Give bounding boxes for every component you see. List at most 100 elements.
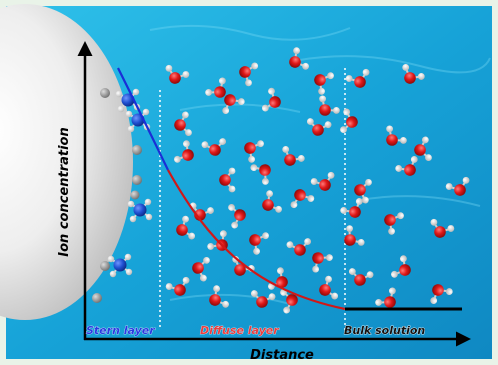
water-molecule	[261, 87, 281, 112]
hydrogen-atom	[327, 72, 334, 80]
water-molecule	[176, 215, 196, 240]
water-molecule	[319, 275, 339, 300]
hydrogen-atom	[181, 111, 189, 119]
water-molecule	[445, 176, 470, 196]
oxygen-atom	[314, 74, 326, 86]
hydrogen-atom	[430, 218, 438, 226]
water-molecule	[384, 212, 404, 235]
stern-layer-label: Stern layer	[86, 324, 155, 337]
hydrogen-atom	[357, 238, 365, 246]
water-molecule	[174, 111, 192, 137]
adsorbed-ion	[100, 88, 110, 98]
water-molecule	[222, 94, 245, 114]
oxygen-atom	[214, 86, 226, 98]
hydrogen-atom	[237, 98, 245, 105]
hydrogen-atom	[207, 207, 214, 214]
hydrogen-atom	[462, 176, 470, 184]
hydrogen-atom	[250, 164, 258, 172]
hydrogen-atom	[319, 95, 327, 103]
hydrogen-atom	[325, 254, 333, 261]
water-molecule	[209, 285, 229, 308]
oxygen-atom	[244, 142, 256, 154]
nitrogen-atom	[133, 203, 147, 217]
hydrogen-atom	[262, 232, 269, 240]
hydrogen-atom	[127, 125, 135, 133]
hydrogen-atom	[125, 268, 133, 276]
oxygen-atom	[319, 104, 331, 116]
water-molecule	[395, 156, 418, 176]
water-molecule	[249, 232, 269, 255]
water-molecule	[250, 164, 271, 185]
hydrogen-atom	[219, 138, 227, 145]
hydrogen-atom	[268, 293, 276, 301]
hydrogen-atom	[142, 108, 150, 116]
oxygen-atom	[354, 184, 366, 196]
hydrogen-atom	[397, 212, 404, 220]
water-molecule	[286, 238, 312, 256]
hydrogen-atom	[182, 276, 190, 284]
water-molecule	[244, 140, 264, 163]
hydrogen-atom	[425, 154, 432, 162]
adsorbed-ion	[100, 261, 110, 271]
hydrogen-atom	[362, 68, 370, 76]
oxygen-atom	[284, 154, 296, 166]
oxygen-atom	[344, 234, 356, 246]
hydrogen-atom	[222, 107, 230, 114]
oxygen-atom	[234, 264, 246, 276]
hydrogen-atom	[361, 196, 369, 204]
hydrogen-atom	[266, 190, 273, 198]
hydrogen-atom	[391, 270, 398, 278]
water-molecule	[290, 189, 315, 209]
hydrogen-atom	[165, 283, 173, 290]
oxygen-atom	[262, 199, 274, 211]
hydrogen-atom	[375, 299, 383, 306]
hydrogen-atom	[297, 155, 305, 162]
hydrogen-atom	[268, 87, 275, 95]
hydrogen-atom	[182, 215, 189, 223]
hydrogen-atom	[325, 275, 332, 283]
hydrogen-atom	[430, 297, 438, 304]
cation-molecule	[115, 88, 141, 113]
hydrogen-atom	[307, 195, 315, 202]
water-molecule	[314, 72, 334, 95]
hydrogen-atom	[257, 140, 264, 148]
hydrogen-atom	[253, 247, 260, 255]
hydrogen-atom	[286, 241, 294, 249]
oxygen-atom	[454, 184, 466, 196]
hydrogen-atom	[183, 140, 190, 148]
oxygen-atom	[289, 56, 301, 68]
oxygen-atom	[286, 294, 298, 306]
oxygen-atom	[182, 149, 194, 161]
hydrogen-atom	[318, 87, 325, 95]
oxygen-atom	[194, 209, 206, 221]
hydrogen-atom	[124, 253, 132, 261]
hydrogen-atom	[203, 256, 210, 264]
water-molecule	[348, 268, 374, 286]
cation-molecule	[125, 108, 151, 133]
hydrogen-atom	[445, 183, 453, 190]
water-molecule	[430, 284, 453, 304]
hydrogen-atom	[290, 201, 298, 209]
hydrogen-atom	[245, 79, 252, 87]
hydrogen-atom	[310, 178, 318, 185]
hydrogen-atom	[109, 270, 117, 278]
electrode-sphere	[0, 4, 133, 320]
hydrogen-atom	[388, 287, 396, 295]
water-molecule	[280, 288, 298, 314]
oxygen-atom	[319, 284, 331, 296]
hydrogen-atom	[410, 156, 418, 163]
hydrogen-atom	[165, 64, 173, 72]
water-molecule	[344, 225, 365, 246]
oxygen-atom	[174, 284, 186, 296]
hydrogen-atom	[220, 230, 227, 238]
hydrogen-atom	[218, 77, 226, 85]
stern-concentration-curve	[117, 67, 169, 171]
hydrogen-atom	[107, 255, 115, 263]
water-molecule	[219, 167, 236, 193]
hydrogen-atom	[250, 290, 258, 297]
hydrogen-atom	[129, 215, 137, 223]
hydrogen-atom	[251, 62, 259, 70]
hydrogen-atom	[185, 129, 192, 137]
water-molecule	[174, 140, 194, 163]
